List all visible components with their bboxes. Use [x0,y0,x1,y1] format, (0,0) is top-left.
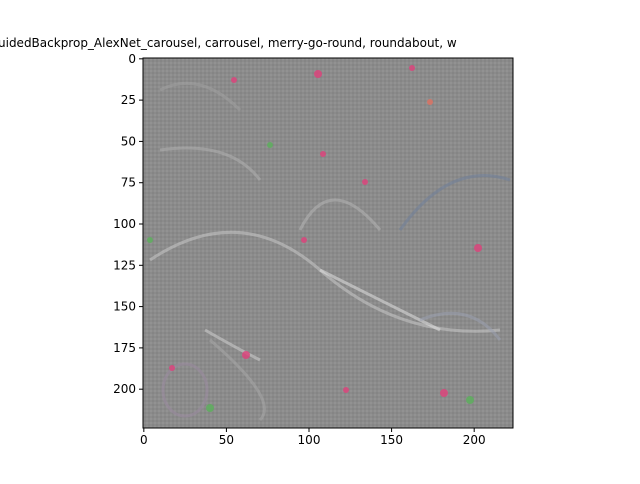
y-tick-label: 150 [113,300,136,314]
x-tick-label: 50 [219,433,234,447]
saliency-image [143,58,513,428]
y-tick-label: 25 [121,93,136,107]
x-tick-label: 150 [380,433,403,447]
y-tick-label: 125 [113,258,136,272]
chart-title: uidedBackprop_AlexNet_carousel, carrouse… [0,36,457,50]
y-tick-label: 200 [113,382,136,396]
y-tick-label: 0 [128,52,136,66]
y-tick-label: 75 [121,176,136,190]
x-tick-label: 0 [140,433,148,447]
x-tick-label: 200 [463,433,486,447]
y-tick-label: 50 [121,134,136,148]
axes-frame [142,57,514,429]
x-tick-label: 100 [298,433,321,447]
y-tick-label: 175 [113,341,136,355]
y-tick-label: 100 [113,217,136,231]
